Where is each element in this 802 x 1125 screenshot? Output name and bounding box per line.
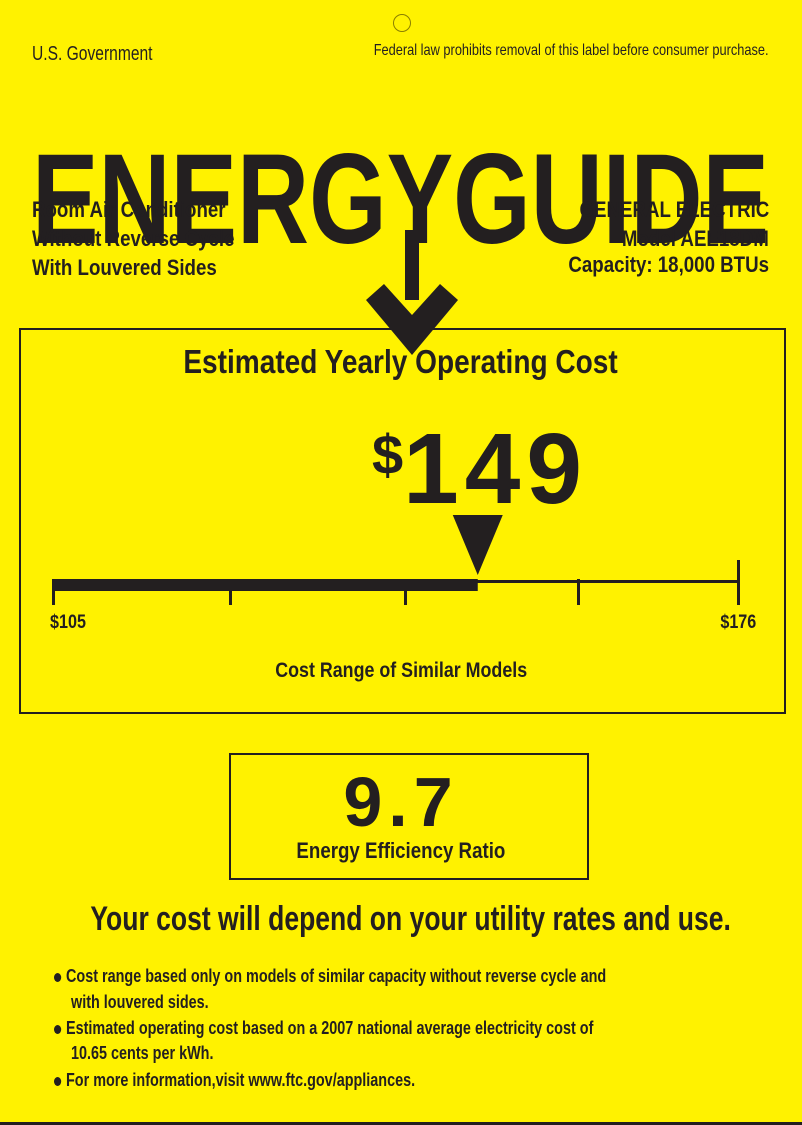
svg-text:ENERGYGUIDE: ENERGYGUIDE <box>32 128 769 271</box>
currency-symbol: $ <box>372 423 404 486</box>
product-type-line: Room Air Conditioner <box>32 197 226 222</box>
scale-fill <box>52 579 478 591</box>
product-type-line: Without Reverse Cycle <box>32 226 235 251</box>
bullet-icon <box>54 1076 62 1086</box>
scale-tick <box>229 579 232 605</box>
energyguide-logo: ENERGYGUIDE <box>32 128 769 355</box>
efficiency-box <box>229 753 589 880</box>
range-label: Cost Range of Similar Models <box>275 659 527 682</box>
government-label: U.S. Government <box>32 43 153 65</box>
bullet-item: For more information,visit www.ftc.gov/a… <box>54 1070 505 1091</box>
law-notice: Federal law prohibits removal of this la… <box>374 42 769 59</box>
arrow-down-icon <box>366 284 458 355</box>
cost-range-scale <box>52 515 740 605</box>
scale-tick <box>737 560 740 605</box>
bottom-border <box>0 1122 802 1125</box>
cost-marker-triangle <box>452 515 503 575</box>
cost-disclaimer-headline: Your cost will depend on your utility ra… <box>90 900 731 938</box>
bullet-continuation: 10.65 cents per kWh. <box>71 1043 214 1063</box>
arrow-stem <box>405 230 419 300</box>
manufacturer: GENERAL ELECTRIC <box>579 197 769 222</box>
bullet-continuation: with louvered sides. <box>71 992 209 1012</box>
efficiency-label: Energy Efficiency Ratio <box>296 838 506 863</box>
yearly-cost: $149 <box>372 412 588 527</box>
model-number: Model AEE18DM <box>622 226 769 251</box>
bullet-item: Cost range based only on models of simil… <box>54 966 744 987</box>
scale-tick <box>577 579 580 605</box>
range-max: $176 <box>720 612 756 633</box>
bullet-icon <box>54 972 62 982</box>
scale-tick <box>52 579 55 605</box>
cost-amount: 149 <box>403 413 589 525</box>
hang-hole <box>393 14 411 32</box>
product-type-line: With Louvered Sides <box>32 255 217 280</box>
bullet-icon <box>54 1024 62 1034</box>
cost-heading: Estimated Yearly Operating Cost <box>183 343 619 380</box>
efficiency-value: 9.7 <box>343 763 459 841</box>
cost-box <box>19 328 786 714</box>
range-min: $105 <box>50 612 86 633</box>
bullet-item: Estimated operating cost based on a 2007… <box>54 1018 728 1039</box>
capacity: Capacity: 18,000 BTUs <box>568 252 769 277</box>
scale-tick <box>404 579 407 605</box>
